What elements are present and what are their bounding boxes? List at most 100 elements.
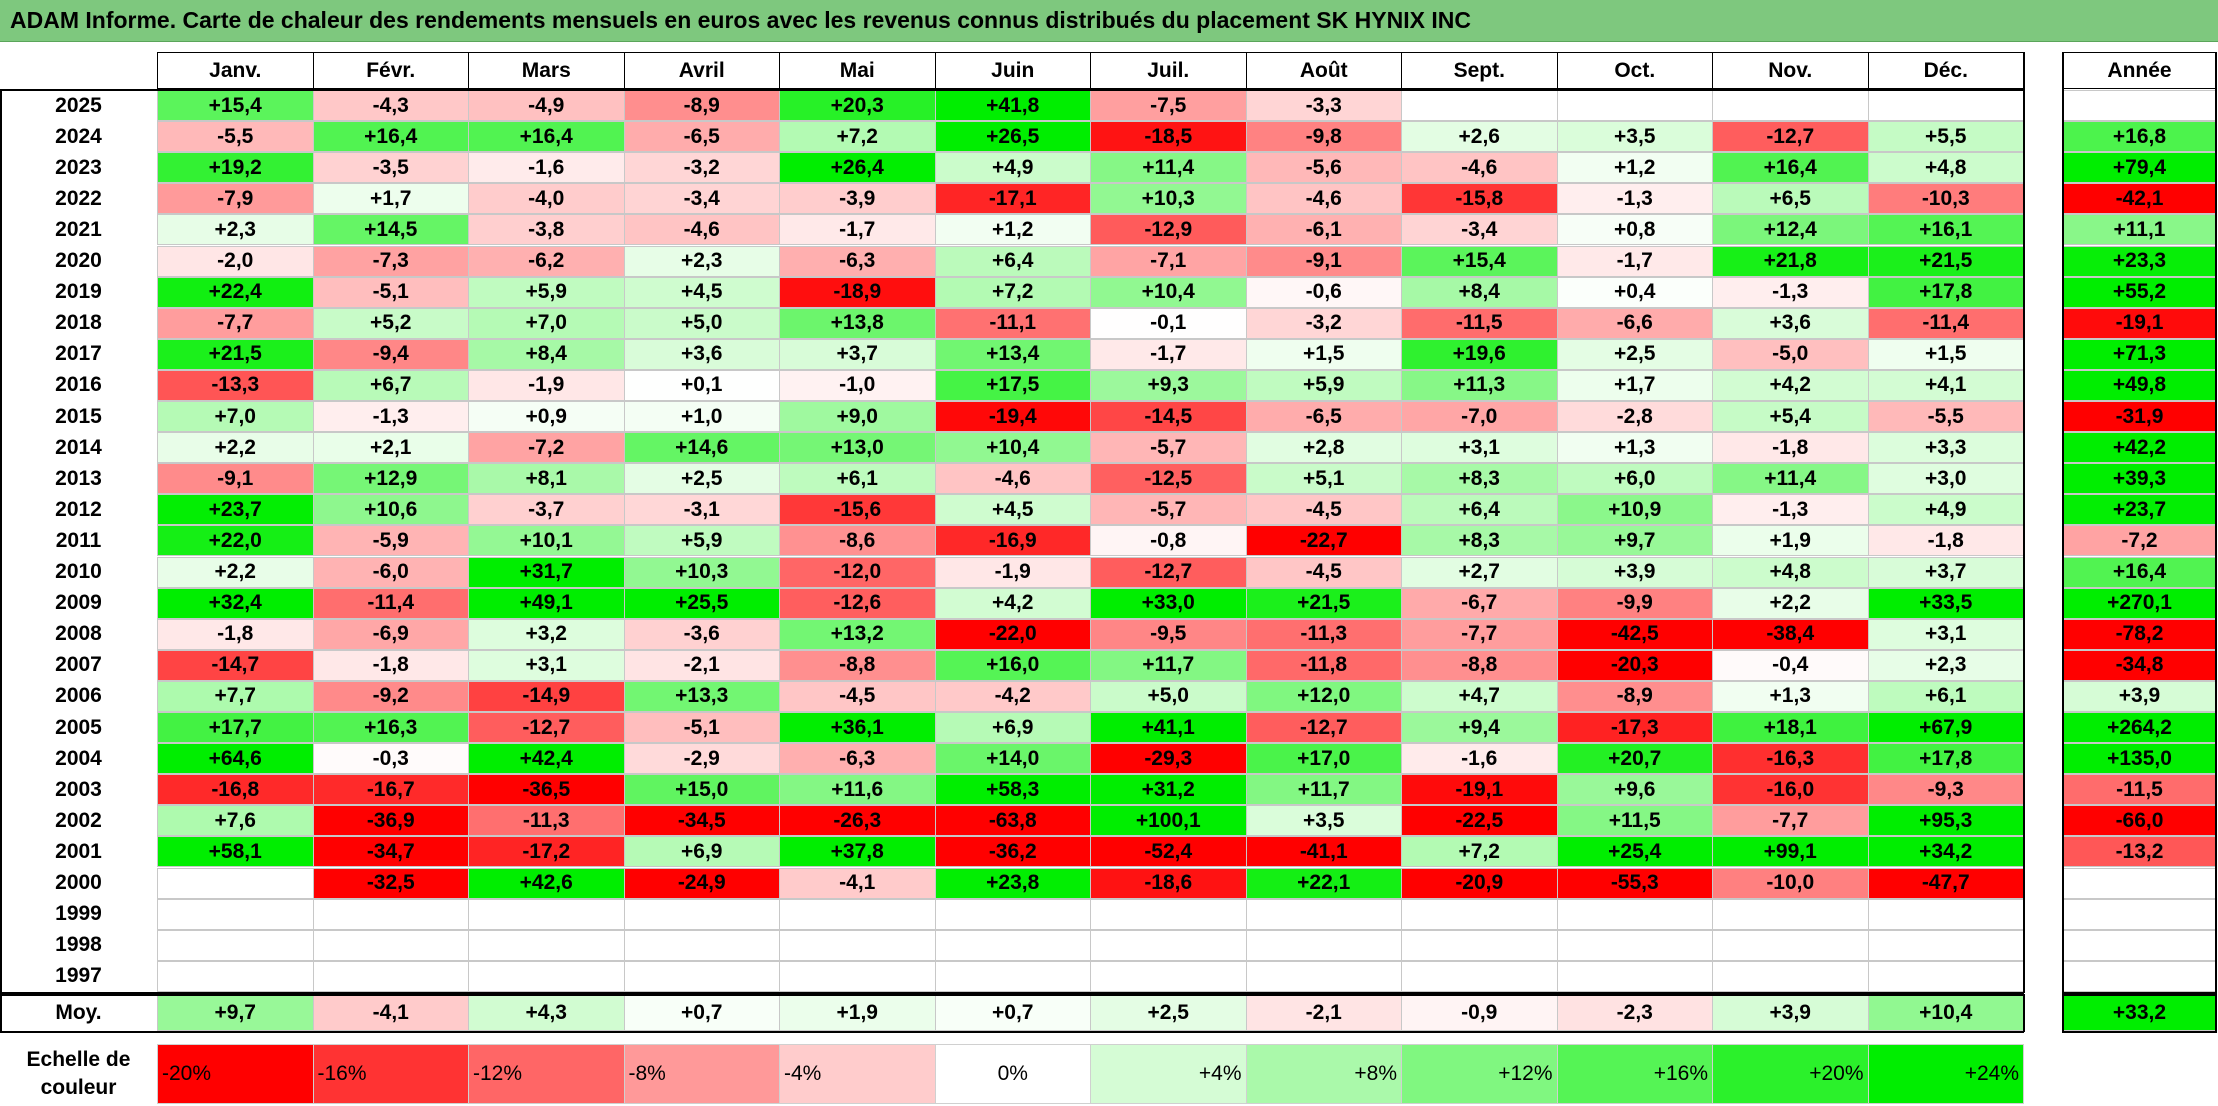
heatmap-cell: +13,2 bbox=[779, 618, 936, 650]
year-label: 2021 bbox=[55, 217, 102, 241]
heatmap-cell: -5,9 bbox=[312, 525, 469, 557]
heatmap-cell: -6,6 bbox=[1556, 307, 1713, 339]
year-label: 2024 bbox=[55, 124, 102, 148]
column-header: Févr. bbox=[312, 52, 469, 89]
heatmap-cell: -9,8 bbox=[1245, 121, 1402, 153]
year-label: 2002 bbox=[55, 808, 102, 832]
heatmap-cell bbox=[779, 929, 936, 961]
year-label: 2019 bbox=[55, 280, 102, 304]
heatmap-cell bbox=[1867, 929, 2024, 961]
legend-swatch: -20% bbox=[157, 1044, 314, 1104]
annual-border-left bbox=[2062, 52, 2064, 993]
heatmap-cell: -4,6 bbox=[1245, 183, 1402, 215]
average-border-right bbox=[2023, 994, 2025, 1032]
heatmap-cell: -1,8 bbox=[1867, 525, 2024, 557]
heatmap-cell: -15,8 bbox=[1401, 183, 1558, 215]
average-border-bottom bbox=[0, 1031, 2024, 1033]
heatmap-cell: -9,1 bbox=[157, 463, 314, 495]
heatmap-cell: +7,2 bbox=[934, 276, 1091, 308]
heatmap-cell: -7,7 bbox=[1401, 618, 1558, 650]
heatmap-cell bbox=[468, 960, 625, 992]
heatmap-cell: +16,0 bbox=[934, 649, 1091, 681]
heatmap-cell bbox=[1712, 960, 1869, 992]
heatmap-cell: -34,7 bbox=[312, 836, 469, 868]
heatmap-cell: +15,4 bbox=[1401, 245, 1558, 277]
heatmap-cell: -20,9 bbox=[1401, 867, 1558, 899]
heatmap-cell: -6,9 bbox=[312, 618, 469, 650]
heatmap-cell: +6,7 bbox=[312, 369, 469, 401]
average-border-top bbox=[0, 994, 2024, 996]
heatmap-cell bbox=[1401, 929, 1558, 961]
heatmap-cell: +10,3 bbox=[623, 556, 780, 588]
heatmap-cell: -7,0 bbox=[1401, 401, 1558, 433]
legend-swatch: +20% bbox=[1712, 1044, 1869, 1104]
average-cell: -0,9 bbox=[1401, 994, 1558, 1031]
heatmap-cell bbox=[1401, 90, 1558, 122]
heatmap-cell: +4,2 bbox=[934, 587, 1091, 619]
heatmap-cell: +2,5 bbox=[1556, 338, 1713, 370]
annual-cell: -34,8 bbox=[2062, 649, 2217, 681]
heatmap-cell: -32,5 bbox=[312, 867, 469, 899]
heatmap-cell: +20,3 bbox=[779, 90, 936, 122]
heatmap-cell: +12,0 bbox=[1245, 680, 1402, 712]
heatmap-cell: -18,5 bbox=[1090, 121, 1247, 153]
heatmap-cell: -11,4 bbox=[1867, 307, 2024, 339]
legend-swatch: -12% bbox=[468, 1044, 625, 1104]
annual-cell: +42,2 bbox=[2062, 432, 2217, 464]
heatmap-cell: -6,2 bbox=[468, 245, 625, 277]
heatmap-cell: +10,4 bbox=[934, 432, 1091, 464]
heatmap-cell: +23,8 bbox=[934, 867, 1091, 899]
heatmap-cell: -26,3 bbox=[779, 805, 936, 837]
heatmap-cell: +14,6 bbox=[623, 432, 780, 464]
heatmap-cell: -24,9 bbox=[623, 867, 780, 899]
heatmap-cell: -12,0 bbox=[779, 556, 936, 588]
heatmap-cell: -16,8 bbox=[157, 774, 314, 806]
heatmap-cell: -4,5 bbox=[1245, 494, 1402, 526]
heatmap-cell bbox=[468, 898, 625, 930]
heatmap-cell: -63,8 bbox=[934, 805, 1091, 837]
heatmap-cell: +4,7 bbox=[1401, 680, 1558, 712]
heatmap-cell: +0,9 bbox=[468, 401, 625, 433]
heatmap-cell bbox=[157, 960, 314, 992]
heatmap-cell: -1,3 bbox=[1712, 494, 1869, 526]
heatmap-cell: +67,9 bbox=[1867, 712, 2024, 744]
heatmap-cell: +15,4 bbox=[157, 90, 314, 122]
heatmap-cell: +8,3 bbox=[1401, 525, 1558, 557]
heatmap-cell: -3,3 bbox=[1245, 90, 1402, 122]
year-label: 2020 bbox=[55, 249, 102, 273]
annual-border-right bbox=[2215, 52, 2217, 993]
heatmap-cell: +13,3 bbox=[623, 680, 780, 712]
heatmap-cell: +58,1 bbox=[157, 836, 314, 868]
annual-cell: +49,8 bbox=[2062, 369, 2217, 401]
heatmap-cell bbox=[157, 898, 314, 930]
heatmap-cell: +6,9 bbox=[623, 836, 780, 868]
heatmap-cell: -12,7 bbox=[1245, 712, 1402, 744]
heatmap-cell bbox=[1556, 929, 1713, 961]
legend-swatch: 0% bbox=[934, 1044, 1091, 1104]
average-cell: +3,9 bbox=[1712, 994, 1869, 1031]
heatmap-cell: +8,4 bbox=[1401, 276, 1558, 308]
heatmap-cell: -0,6 bbox=[1245, 276, 1402, 308]
heatmap-cell: +21,5 bbox=[157, 338, 314, 370]
heatmap-cell: -5,7 bbox=[1090, 494, 1247, 526]
heatmap-cell: +0,8 bbox=[1556, 214, 1713, 246]
heatmap-cell: +4,5 bbox=[934, 494, 1091, 526]
heatmap-cell: +17,8 bbox=[1867, 743, 2024, 775]
annual-cell: +264,2 bbox=[2062, 712, 2217, 744]
legend-label: Echelle de couleur bbox=[0, 1044, 157, 1104]
heatmap-cell bbox=[934, 898, 1091, 930]
heatmap-cell: +8,3 bbox=[1401, 463, 1558, 495]
average-border-left bbox=[0, 994, 2, 1032]
heatmap-cell: -2,0 bbox=[157, 245, 314, 277]
heatmap-cell: -19,4 bbox=[934, 401, 1091, 433]
title-bar: ADAM Informe. Carte de chaleur des rende… bbox=[0, 0, 2218, 42]
heatmap-cell bbox=[1712, 90, 1869, 122]
heatmap-cell: +33,0 bbox=[1090, 587, 1247, 619]
heatmap-cell: -1,6 bbox=[468, 152, 625, 184]
year-label: 2012 bbox=[55, 497, 102, 521]
year-label: 2018 bbox=[55, 311, 102, 335]
heatmap-cell: +33,5 bbox=[1867, 587, 2024, 619]
heatmap-cell: -6,5 bbox=[623, 121, 780, 153]
annual-cell: -11,5 bbox=[2062, 774, 2217, 806]
legend-swatch: +24% bbox=[1867, 1044, 2024, 1104]
